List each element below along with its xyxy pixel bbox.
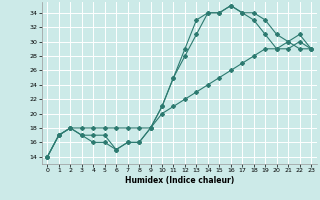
X-axis label: Humidex (Indice chaleur): Humidex (Indice chaleur) [124, 176, 234, 185]
